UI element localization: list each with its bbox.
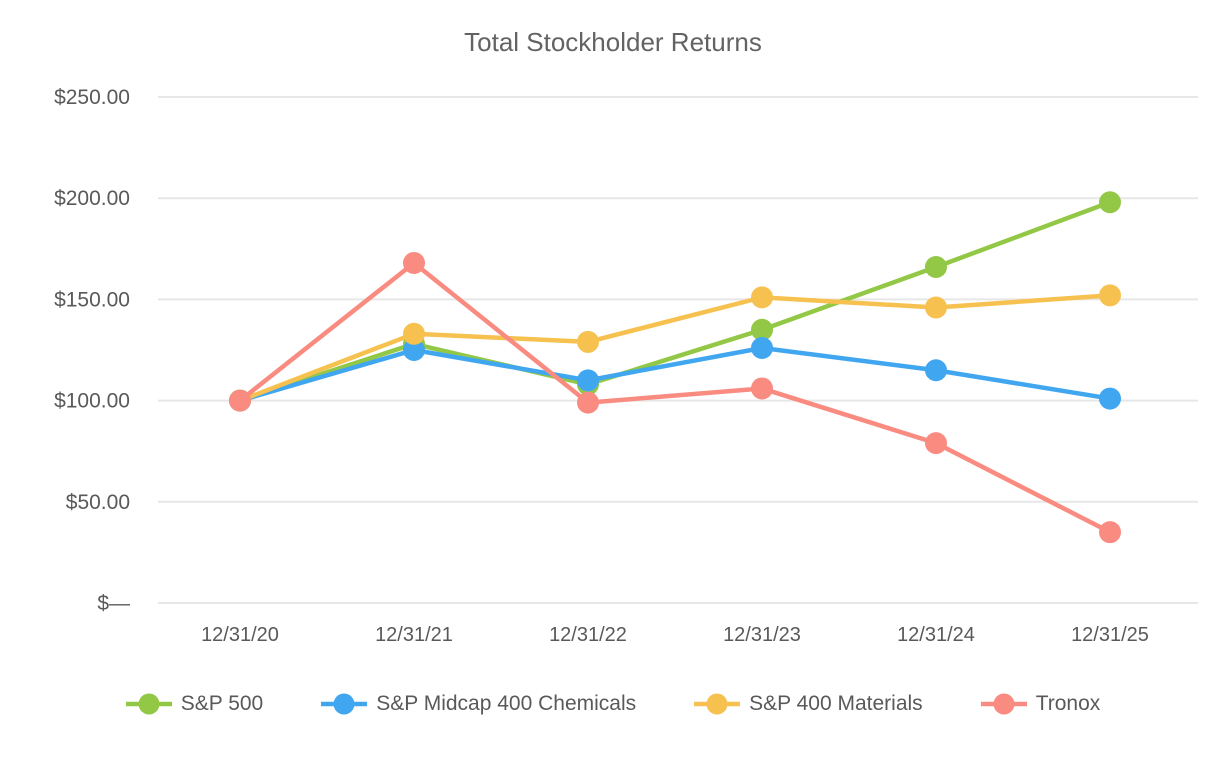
data-point	[1099, 387, 1121, 410]
data-point	[403, 251, 425, 274]
series-tronox	[229, 251, 1121, 544]
data-point	[925, 359, 947, 382]
series-line	[238, 260, 1112, 535]
data-point	[403, 339, 425, 361]
chart-legend: S&P 500 S&P Midcap 400 Chemicals S&P 400 M…	[0, 680, 1226, 728]
legend-item-tronox: Tronox	[980, 692, 1101, 716]
y-tick-label: $250.00	[54, 86, 130, 109]
y-gridlines	[158, 96, 1198, 604]
legend-marker-icon	[125, 693, 172, 715]
data-point	[403, 322, 425, 345]
data-point	[229, 389, 251, 412]
x-axis-labels: 12/31/20 12/31/21 12/31/22 12/31/23 12/31/24…	[201, 624, 1149, 646]
x-tick-label: 12/31/24	[897, 624, 975, 646]
series-line	[239, 293, 1111, 403]
data-point	[1099, 521, 1121, 544]
series-line	[239, 345, 1111, 403]
legend-dot	[333, 693, 355, 715]
y-tick-label: $150.00	[54, 288, 130, 311]
legend-marker-icon	[694, 693, 741, 715]
legend-item-s-p-midcap-400-chemicals: S&P Midcap 400 Chemicals	[321, 692, 636, 716]
y-tick-label: $100.00	[54, 390, 130, 413]
data-point	[577, 330, 599, 353]
x-tick-label: 12/31/25	[1071, 624, 1149, 646]
x-tick-label: 12/31/22	[549, 624, 627, 646]
y-tick-label: $—	[97, 592, 130, 615]
x-tick-label: 12/31/21	[375, 624, 453, 646]
data-point	[577, 369, 599, 392]
data-point	[751, 336, 773, 359]
y-tick-label: $50.00	[66, 491, 130, 514]
legend-label: S&P 400 Materials	[749, 692, 923, 715]
legend-dot	[706, 693, 728, 715]
legend-item-s-p-500: S&P 500	[125, 692, 264, 716]
data-point	[925, 256, 947, 279]
legend-item-s-p-400-materials: S&P 400 Materials	[694, 692, 923, 716]
line-chart: $250.00 $200.00 $150.00 $100.00 $50.00 $— 12/3…	[54, 86, 1198, 646]
legend-label: Tronox	[1035, 692, 1101, 715]
data-point	[751, 377, 773, 400]
legend-marker-icon	[321, 693, 368, 715]
legend-dot	[138, 693, 160, 715]
data-point	[751, 318, 773, 341]
series-line	[239, 200, 1111, 403]
legend-marker-icon	[980, 693, 1027, 715]
data-point	[925, 296, 947, 319]
legend-label: S&P 500	[180, 692, 264, 715]
x-tick-label: 12/31/23	[723, 624, 801, 646]
data-point	[925, 432, 947, 455]
data-point	[1099, 191, 1121, 214]
y-axis-labels: $250.00 $200.00 $150.00 $100.00 $50.00 $—	[54, 86, 130, 615]
data-point	[1099, 284, 1121, 307]
legend-label: S&P Midcap 400 Chemicals	[376, 692, 637, 715]
data-point	[577, 391, 599, 414]
x-tick-label: 12/31/20	[201, 624, 279, 646]
chart-title: Total Stockholder Returns	[464, 27, 762, 57]
data-point	[751, 286, 773, 309]
legend-dot	[993, 693, 1015, 715]
y-tick-label: $200.00	[54, 187, 130, 210]
